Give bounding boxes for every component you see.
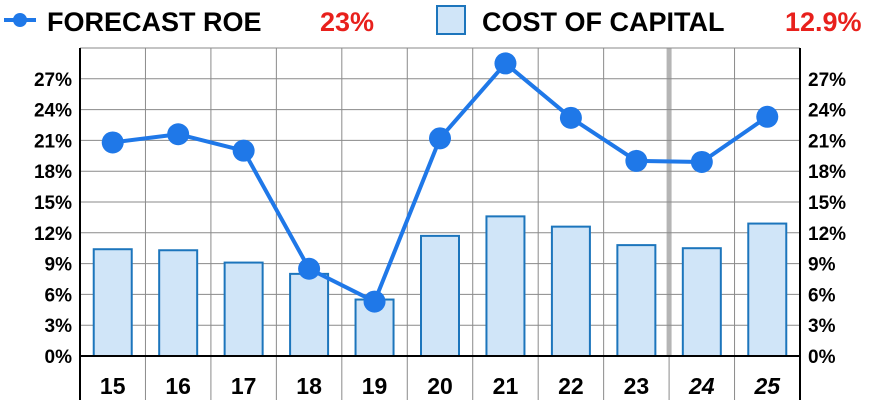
y-tick-label-left: 27%: [34, 70, 72, 91]
y-tick-label-right: 24%: [808, 101, 846, 122]
y-tick-label-left: 15%: [34, 193, 72, 214]
y-tick-label-right: 15%: [808, 193, 846, 214]
point-forecast-roe: [494, 52, 517, 75]
y-tick-label-left: 24%: [34, 101, 72, 122]
y-tick-label-right: 6%: [808, 285, 836, 306]
bar-cost-of-capital: [223, 261, 264, 357]
y-tick-label-left: 18%: [34, 162, 72, 183]
legend-coc-value: 12.9%: [785, 7, 862, 37]
y-tick-label-left: 21%: [34, 131, 72, 152]
point-forecast-roe: [429, 127, 451, 150]
point-forecast-roe: [625, 149, 648, 172]
y-tick-label-left: 6%: [45, 285, 73, 306]
y-tick-label-right: 18%: [808, 162, 846, 183]
y-tick-label-left: 3%: [45, 316, 73, 337]
point-forecast-roe: [167, 123, 190, 146]
legend-coc-swatch-icon: [436, 5, 466, 35]
y-tick-label-right: 3%: [808, 316, 836, 337]
y-tick-label-left: 0%: [45, 347, 73, 368]
x-tick-label: 22: [558, 373, 584, 399]
point-forecast-roe: [756, 105, 779, 128]
bar-cost-of-capital: [616, 244, 657, 357]
legend-roe-value: 23%: [320, 7, 374, 37]
point-forecast-roe: [690, 150, 713, 173]
y-tick-label-left: 12%: [34, 224, 72, 245]
x-tick-label: 21: [493, 373, 519, 399]
x-tick-label: 19: [362, 373, 388, 399]
bar-cost-of-capital: [747, 222, 788, 357]
x-tick-label: 16: [165, 373, 191, 399]
x-tick-label: 18: [296, 373, 322, 399]
bar-cost-of-capital: [550, 225, 591, 357]
legend-coc-label: COST OF CAPITAL: [482, 7, 725, 37]
y-tick-label-right: 21%: [808, 131, 846, 152]
bar-cost-of-capital: [92, 248, 133, 357]
x-tick-label: 15: [100, 373, 126, 399]
bar-cost-of-capital: [420, 234, 460, 358]
y-tick-label-left: 9%: [45, 255, 73, 276]
legend: FORECAST ROE 23% COST OF CAPITAL 12.9%: [4, 5, 862, 37]
point-forecast-roe: [298, 257, 321, 280]
x-tick-label: 24: [688, 373, 715, 399]
point-forecast-roe: [232, 139, 255, 162]
x-tick-label: 20: [427, 373, 453, 399]
x-tick-label: 23: [624, 373, 650, 399]
bar-cost-of-capital: [485, 215, 526, 357]
x-tick-label: 17: [231, 373, 257, 399]
y-tick-label-right: 12%: [808, 224, 846, 245]
y-tick-label-right: 27%: [808, 70, 846, 91]
plot-area: 0% 0% 3% 3% 6% 6% 9% 9% 12% 12% 15% 15% 18% 18% 21% 21%…: [34, 47, 846, 400]
bar-cost-of-capital: [158, 249, 199, 357]
bar-cost-of-capital: [681, 247, 722, 357]
y-tick-label-right: 9%: [808, 255, 836, 276]
legend-roe-label: FORECAST ROE: [47, 7, 262, 37]
point-forecast-roe: [101, 131, 124, 154]
x-tick-label: 25: [753, 373, 781, 399]
legend-roe-marker-icon: [13, 13, 27, 27]
point-forecast-roe: [559, 106, 582, 129]
bar-cost-of-capital: [289, 272, 330, 357]
y-tick-label-right: 0%: [808, 347, 836, 368]
point-forecast-roe: [363, 290, 386, 313]
